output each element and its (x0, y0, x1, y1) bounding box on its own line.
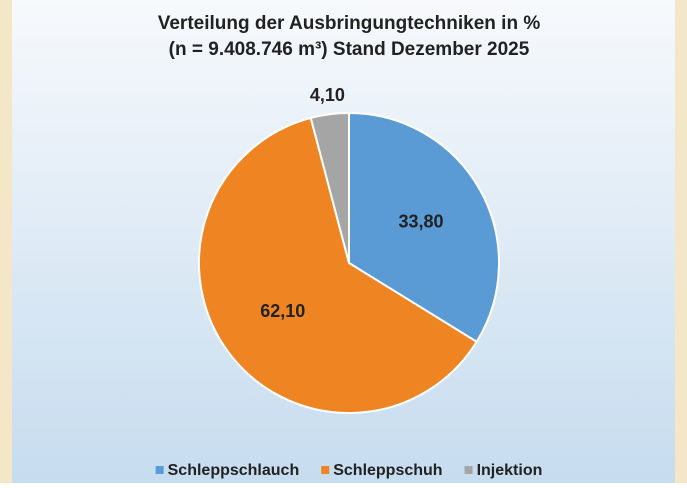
legend-label: Schleppschuh (333, 462, 442, 479)
legend-label: Schleppschlauch (168, 462, 300, 479)
pie-slice (348, 111, 500, 344)
data-label: 4,10 (310, 85, 345, 105)
data-label: 62,10 (260, 301, 305, 321)
legend-marker (155, 466, 164, 474)
chart-title: Verteilung der Ausbringungtechniken in % (158, 13, 541, 34)
legend-label: Injektion (477, 462, 543, 479)
data-label: 33,80 (399, 212, 444, 232)
chart-subtitle: (n = 9.408.746 m³) Stand Dezember 2025 (169, 39, 530, 60)
pie-slice (198, 116, 479, 414)
legend-marker (321, 466, 330, 474)
legend-marker (464, 466, 473, 474)
pie-slice (309, 111, 350, 264)
